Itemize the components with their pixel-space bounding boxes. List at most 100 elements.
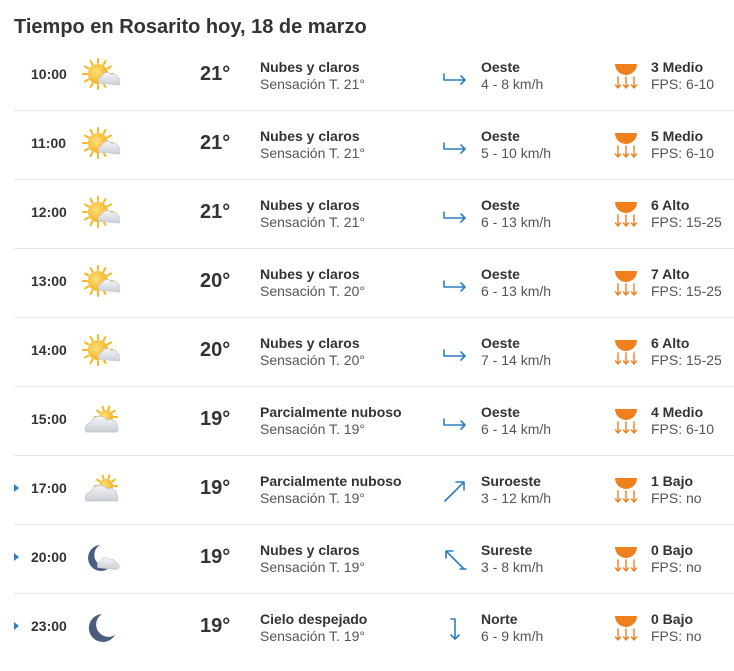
uv-index: 0 Bajo (651, 542, 694, 558)
forecast-feels-like: Sensación T. 19° (260, 628, 365, 644)
wind-speed: 6 - 14 km/h (481, 421, 552, 437)
fps-recommendation: FPS: 6-10 (651, 76, 715, 92)
forecast-condition: Nubes y claros (260, 128, 360, 144)
wind-speed: 5 - 10 km/h (481, 145, 552, 161)
sun-cloud-icon (82, 264, 123, 302)
uv-icon (612, 58, 640, 92)
wind-speed: 7 - 14 km/h (481, 352, 552, 368)
wind-direction: Oeste (481, 335, 520, 351)
forecast-row[interactable]: 20:00 19° Nubes y claros Sensación T. 19… (14, 525, 734, 594)
uv-icon (612, 541, 640, 575)
forecast-feels-like: Sensación T. 20° (260, 283, 365, 299)
forecast-feels-like: Sensación T. 21° (260, 76, 365, 92)
forecast-feels-like: Sensación T. 19° (260, 490, 365, 506)
forecast-time: 17:00 (31, 480, 67, 496)
uv-icon (612, 472, 640, 506)
uv-index: 7 Alto (651, 266, 690, 282)
arrow-east-icon (440, 62, 470, 92)
sun-cloud-icon (82, 57, 123, 95)
forecast-temperature: 20° (200, 339, 231, 361)
arrow-east-icon (440, 269, 470, 299)
forecast-feels-like: Sensación T. 20° (260, 352, 365, 368)
cloud-sun-icon (82, 402, 120, 440)
forecast-row: 10:00 21° Nubes y claros Sensación T. 21… (14, 42, 734, 111)
expand-triangle-icon[interactable] (14, 553, 19, 561)
forecast-time: 15:00 (31, 411, 67, 427)
uv-icon (612, 196, 640, 230)
arrow-east-icon (440, 407, 470, 437)
forecast-condition: Nubes y claros (260, 542, 360, 558)
wind-direction: Oeste (481, 404, 520, 420)
fps-recommendation: FPS: no (651, 559, 702, 575)
forecast-temperature: 21° (200, 63, 231, 85)
forecast-condition: Cielo despejado (260, 611, 368, 627)
uv-icon (612, 403, 640, 437)
wind-direction: Oeste (481, 266, 520, 282)
wind-direction: Oeste (481, 128, 520, 144)
forecast-time: 13:00 (31, 273, 67, 289)
wind-speed: 6 - 9 km/h (481, 628, 544, 644)
forecast-condition: Nubes y claros (260, 266, 360, 282)
forecast-feels-like: Sensación T. 19° (260, 421, 365, 437)
forecast-condition: Nubes y claros (260, 59, 360, 75)
forecast-time: 20:00 (31, 549, 67, 565)
arrow-northwest-icon (440, 545, 470, 575)
uv-icon (612, 265, 640, 299)
uv-index: 6 Alto (651, 197, 690, 213)
forecast-row: 15:00 19° Parcialmente nuboso Sensación … (14, 387, 734, 456)
uv-icon (612, 334, 640, 368)
forecast-condition: Nubes y claros (260, 197, 360, 213)
sun-cloud-icon (82, 195, 123, 233)
uv-index: 0 Bajo (651, 611, 694, 627)
wind-direction: Norte (481, 611, 518, 627)
forecast-feels-like: Sensación T. 21° (260, 145, 365, 161)
forecast-row[interactable]: 23:00 19° Cielo despejado Sensación T. 1… (14, 594, 734, 662)
forecast-row[interactable]: 17:00 19° Parcialmente nuboso Sensación … (14, 456, 734, 525)
wind-direction: Suroeste (481, 473, 541, 489)
fps-recommendation: FPS: 15-25 (651, 352, 722, 368)
arrow-east-icon (440, 200, 470, 230)
forecast-time: 14:00 (31, 342, 67, 358)
fps-recommendation: FPS: no (651, 628, 702, 644)
cloud-sun-icon (82, 471, 120, 509)
forecast-time: 12:00 (31, 204, 67, 220)
forecast-temperature: 21° (200, 201, 231, 223)
wind-direction: Oeste (481, 197, 520, 213)
fps-recommendation: FPS: no (651, 490, 702, 506)
forecast-condition: Parcialmente nuboso (260, 473, 402, 489)
fps-recommendation: FPS: 15-25 (651, 214, 722, 230)
forecast-feels-like: Sensación T. 19° (260, 559, 365, 575)
forecast-row: 14:00 20° Nubes y claros Sensación T. 20… (14, 318, 734, 387)
moon-cloud-icon (82, 540, 120, 578)
arrow-south-icon (440, 614, 470, 644)
sun-cloud-icon (82, 126, 123, 164)
wind-direction: Sureste (481, 542, 533, 558)
uv-index: 6 Alto (651, 335, 690, 351)
forecast-temperature: 21° (200, 132, 231, 154)
page-title: Tiempo en Rosarito hoy, 18 de marzo (14, 16, 367, 38)
forecast-temperature: 19° (200, 408, 231, 430)
forecast-feels-like: Sensación T. 21° (260, 214, 365, 230)
arrow-east-icon (440, 131, 470, 161)
forecast-row: 11:00 21° Nubes y claros Sensación T. 21… (14, 111, 734, 180)
forecast-time: 11:00 (31, 135, 67, 151)
expand-triangle-icon[interactable] (14, 622, 19, 630)
arrow-northeast-icon (440, 476, 470, 506)
wind-speed: 3 - 12 km/h (481, 490, 552, 506)
forecast-temperature: 19° (200, 546, 231, 568)
uv-icon (612, 127, 640, 161)
fps-recommendation: FPS: 15-25 (651, 283, 722, 299)
uv-index: 1 Bajo (651, 473, 694, 489)
sun-cloud-icon (82, 333, 123, 371)
arrow-east-icon (440, 338, 470, 368)
uv-index: 5 Medio (651, 128, 704, 144)
forecast-condition: Nubes y claros (260, 335, 360, 351)
forecast-time: 23:00 (31, 618, 67, 634)
wind-speed: 3 - 8 km/h (481, 559, 544, 575)
forecast-condition: Parcialmente nuboso (260, 404, 402, 420)
forecast-row: 12:00 21° Nubes y claros Sensación T. 21… (14, 180, 734, 249)
uv-icon (612, 610, 640, 644)
moon-icon (82, 609, 120, 647)
expand-triangle-icon[interactable] (14, 484, 19, 492)
uv-index: 4 Medio (651, 404, 704, 420)
